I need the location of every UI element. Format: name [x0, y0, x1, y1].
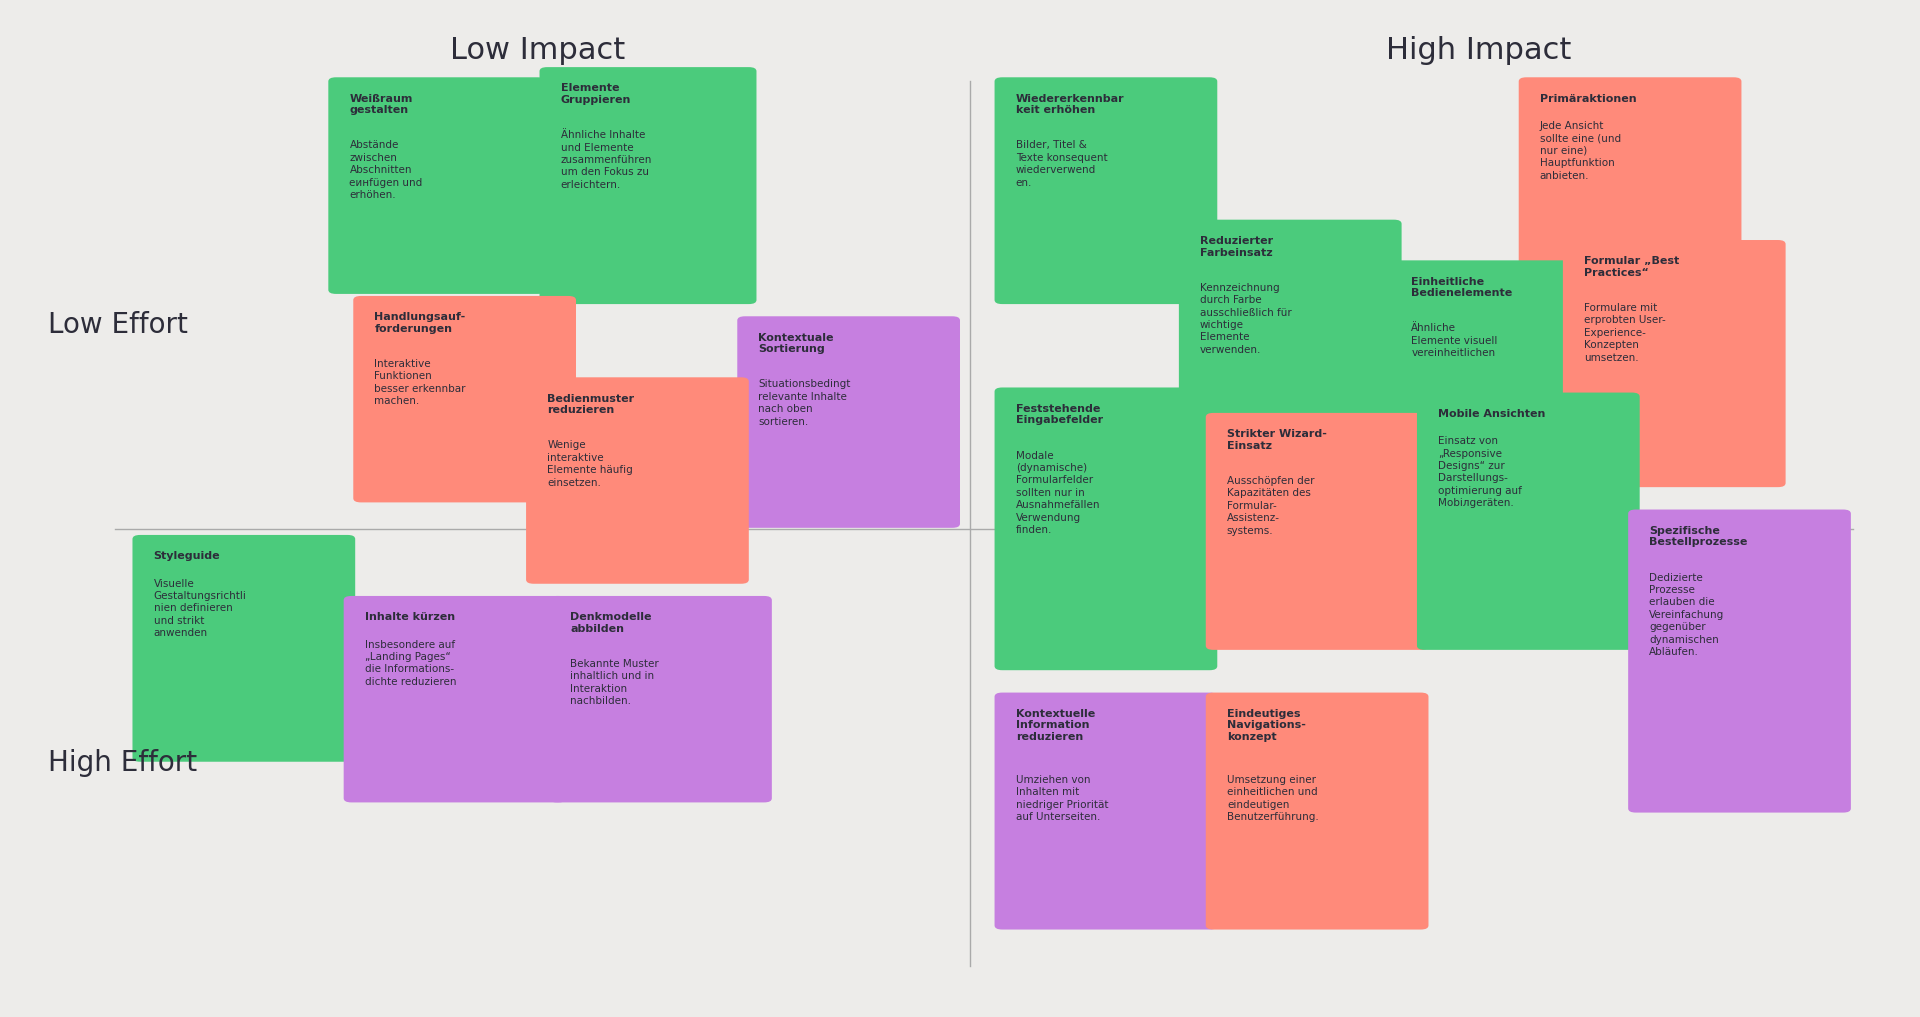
Text: Visuelle
Gestaltungsrichtli
nien definieren
und strikt
anwenden: Visuelle Gestaltungsrichtli nien definie…: [154, 579, 246, 639]
FancyBboxPatch shape: [1179, 220, 1402, 477]
Text: Bedienmuster
reduzieren: Bedienmuster reduzieren: [547, 394, 634, 415]
FancyBboxPatch shape: [328, 77, 545, 294]
Text: Interaktive
Funktionen
besser erkennbar
machen.: Interaktive Funktionen besser erkennbar …: [374, 359, 467, 406]
Text: Ähnliche
Elemente visuell
vereinheitlichen: Ähnliche Elemente visuell vereinheitlich…: [1411, 323, 1498, 358]
Text: Abstände
zwischen
Abschnitten
eинfügen und
erhöhen.: Abstände zwischen Abschnitten eинfügen u…: [349, 140, 422, 200]
Text: Kontextuelle
Information
reduzieren: Kontextuelle Information reduzieren: [1016, 709, 1094, 742]
Text: Mobile Ansichten: Mobile Ansichten: [1438, 409, 1546, 419]
Text: Feststehende
Eingabefelder: Feststehende Eingabefelder: [1016, 404, 1102, 425]
Text: Reduzierter
Farbeinsatz: Reduzierter Farbeinsatz: [1200, 236, 1273, 257]
Text: Einheitliche
Bedienelemente: Einheitliche Bedienelemente: [1411, 277, 1513, 298]
Text: Formular „Best
Practices“: Formular „Best Practices“: [1584, 256, 1680, 278]
FancyBboxPatch shape: [995, 693, 1217, 930]
Text: Formulare mit
erprobten User-
Experience-
Konzepten
umsetzen.: Formulare mit erprobten User- Experience…: [1584, 303, 1667, 363]
Text: High Effort: High Effort: [48, 749, 198, 777]
FancyBboxPatch shape: [1206, 413, 1428, 650]
Text: Ausschöpfen der
Kapazitäten des
Formular-
Assistenz-
systems.: Ausschöpfen der Kapazitäten des Formular…: [1227, 476, 1315, 536]
FancyBboxPatch shape: [737, 316, 960, 528]
Text: Insbesondere auf
„Landing Pages“
die Informations-
dichte reduzieren: Insbesondere auf „Landing Pages“ die Inf…: [365, 640, 457, 686]
Text: High Impact: High Impact: [1386, 37, 1571, 65]
Text: Strikter Wizard-
Einsatz: Strikter Wizard- Einsatz: [1227, 429, 1327, 451]
FancyBboxPatch shape: [540, 67, 756, 304]
FancyBboxPatch shape: [1206, 693, 1428, 930]
FancyBboxPatch shape: [1563, 240, 1786, 487]
Text: Low Effort: Low Effort: [48, 311, 188, 340]
FancyBboxPatch shape: [526, 377, 749, 584]
Text: Inhalte kürzen: Inhalte kürzen: [365, 612, 455, 622]
Text: Denkmodelle
abbilden: Denkmodelle abbilden: [570, 612, 651, 634]
Text: Einsatz von
„Responsive
Designs“ zur
Darstellungs-
optimierung auf
Mobiлgeräten.: Einsatz von „Responsive Designs“ zur Dar…: [1438, 436, 1523, 508]
Text: Jede Ansicht
sollte eine (und
nur eine)
Hauptfunktion
anbieten.: Jede Ansicht sollte eine (und nur eine) …: [1540, 121, 1620, 181]
FancyBboxPatch shape: [1628, 510, 1851, 813]
Text: Situationsbedingt
relevante Inhalte
nach oben
sortieren.: Situationsbedingt relevante Inhalte nach…: [758, 379, 851, 426]
Text: Bilder, Titel &
Texte konsequent
wiederverwend
en.: Bilder, Titel & Texte konsequent wiederv…: [1016, 140, 1108, 187]
FancyBboxPatch shape: [344, 596, 566, 802]
FancyBboxPatch shape: [995, 77, 1217, 304]
Text: Primäraktionen: Primäraktionen: [1540, 94, 1636, 104]
Text: Weißraum
gestalten: Weißraum gestalten: [349, 94, 413, 115]
Text: Kennzeichnung
durch Farbe
ausschließlich für
wichtige
Elemente
verwenden.: Kennzeichnung durch Farbe ausschließlich…: [1200, 283, 1292, 355]
Text: Eindeutiges
Navigations-
konzept: Eindeutiges Navigations- konzept: [1227, 709, 1306, 742]
FancyBboxPatch shape: [1390, 260, 1613, 457]
Text: Dedizierte
Prozesse
erlauben die
Vereinfachung
gegenüber
dynamischen
Abläufen.: Dedizierte Prozesse erlauben die Vereinf…: [1649, 573, 1724, 657]
Text: Bekannte Muster
inhaltlich und in
Interaktion
nachbilden.: Bekannte Muster inhaltlich und in Intera…: [570, 659, 659, 706]
Text: Wiedererkennbar
keit erhöhen: Wiedererkennbar keit erhöhen: [1016, 94, 1125, 115]
Text: Spezifische
Bestellprozesse: Spezifische Bestellprozesse: [1649, 526, 1747, 547]
Text: Umziehen von
Inhalten mit
niedriger Priorität
auf Unterseiten.: Umziehen von Inhalten mit niedriger Prio…: [1016, 775, 1108, 822]
Text: Umsetzung einer
einheitlichen und
eindeutigen
Benutzerführung.: Umsetzung einer einheitlichen und eindeu…: [1227, 775, 1319, 822]
Text: Handlungsauf-
forderungen: Handlungsauf- forderungen: [374, 312, 467, 334]
Text: Wenige
interaktive
Elemente häufig
einsetzen.: Wenige interaktive Elemente häufig einse…: [547, 440, 634, 487]
Text: Modale
(dynamische)
Formularfelder
sollten nur in
Ausnahmefällen
Verwendung
find: Modale (dynamische) Formularfelder sollt…: [1016, 451, 1100, 535]
Text: Elemente
Gruppieren: Elemente Gruppieren: [561, 83, 632, 105]
FancyBboxPatch shape: [1519, 77, 1741, 304]
FancyBboxPatch shape: [1417, 393, 1640, 650]
FancyBboxPatch shape: [995, 387, 1217, 670]
Text: Ähnliche Inhalte
und Elemente
zusammenführen
um den Fokus zu
erleichtern.: Ähnliche Inhalte und Elemente zusammenfü…: [561, 130, 653, 190]
FancyBboxPatch shape: [353, 296, 576, 502]
FancyBboxPatch shape: [549, 596, 772, 802]
FancyBboxPatch shape: [132, 535, 355, 762]
Text: Low Impact: Low Impact: [449, 37, 626, 65]
Text: Kontextuale
Sortierung: Kontextuale Sortierung: [758, 333, 833, 354]
Text: Styleguide: Styleguide: [154, 551, 221, 561]
